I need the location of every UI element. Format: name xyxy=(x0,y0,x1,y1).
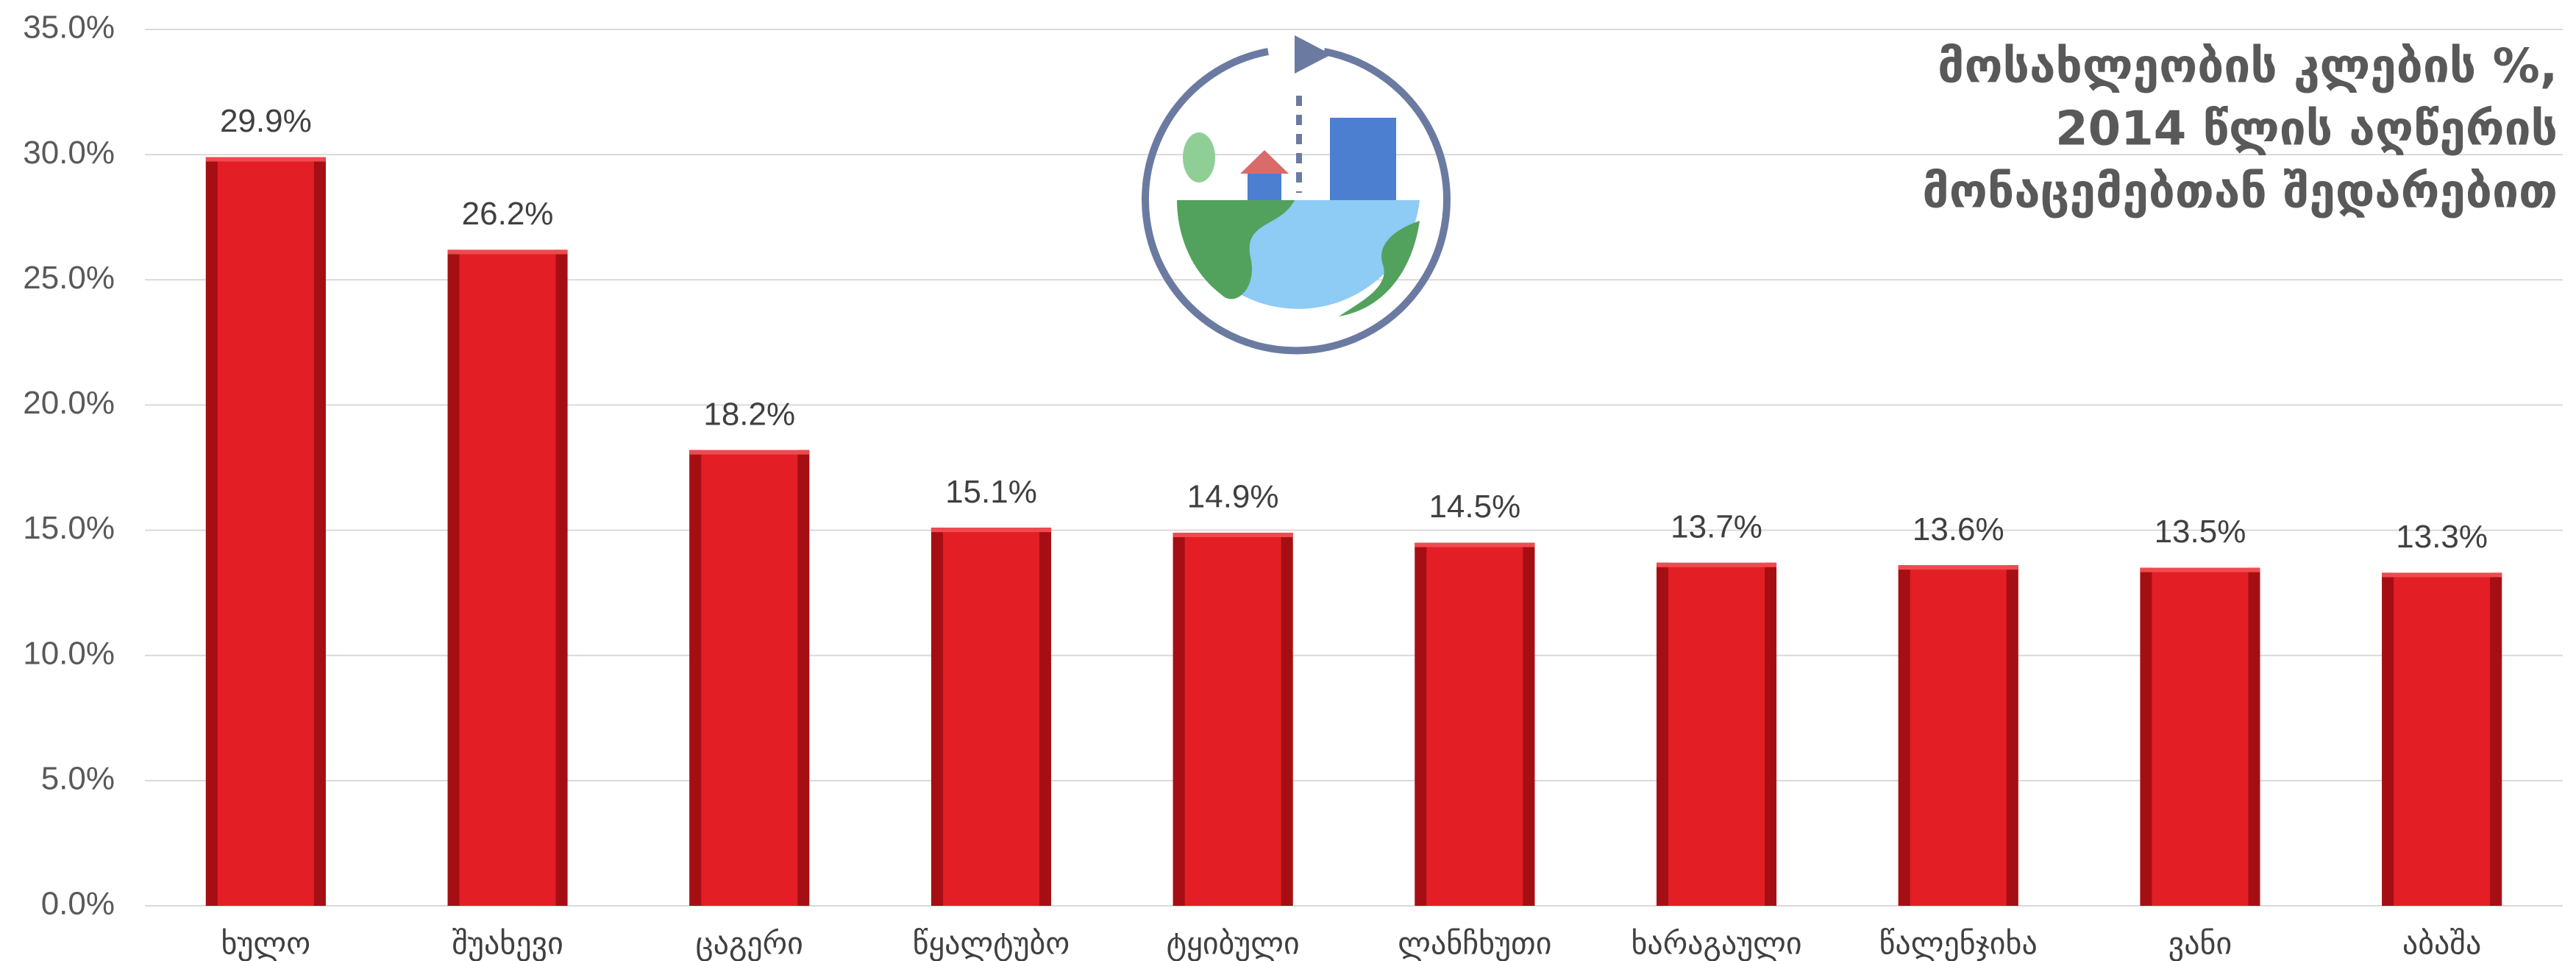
icon-house xyxy=(1248,171,1281,200)
bar xyxy=(1657,562,1777,906)
x-tick-label: ხულო xyxy=(221,926,311,961)
bar xyxy=(2382,572,2502,906)
icon-ring xyxy=(1142,48,1451,355)
bar xyxy=(689,450,810,906)
x-tick-label: წალენჯიხა xyxy=(1879,926,2038,961)
value-label: 13.5% xyxy=(2155,514,2246,550)
y-tick-label: 25.0% xyxy=(23,260,115,296)
x-tick-label: ხარაგაული xyxy=(1631,926,1801,961)
bar xyxy=(931,528,1051,906)
bar-top xyxy=(931,528,1051,533)
icon xyxy=(1142,35,1451,355)
bar xyxy=(1173,532,1293,906)
bar-side xyxy=(205,157,218,906)
bar-side xyxy=(1039,528,1051,906)
y-tick-label: 20.0% xyxy=(23,385,115,421)
x-tick-label: ვანი xyxy=(2168,926,2232,961)
bar xyxy=(205,157,326,906)
bar-side xyxy=(447,249,460,906)
bar-side xyxy=(931,528,943,906)
value-label: 13.3% xyxy=(2396,519,2488,555)
bar-side xyxy=(2140,567,2152,906)
x-tick-label: აბაშა xyxy=(2402,926,2481,961)
bar-side xyxy=(1173,532,1185,906)
chart-title: 2014 წლის აღწერის xyxy=(2055,102,2558,157)
x-tick-label: ლანჩხუთი xyxy=(1398,926,1551,961)
icon-land xyxy=(1339,221,1420,316)
x-tick-label: შუახევი xyxy=(452,926,563,961)
bar-top xyxy=(1898,565,2018,570)
bar-side xyxy=(1657,562,1669,906)
x-tick-label: წყალტუბო xyxy=(913,926,1070,961)
bar-side xyxy=(313,157,326,906)
x-tick-label: ცაგერი xyxy=(696,926,803,961)
y-tick-label: 15.0% xyxy=(23,510,115,546)
bar-side xyxy=(797,450,810,906)
icon-arrow xyxy=(1295,35,1331,74)
y-tick-label: 30.0% xyxy=(23,135,115,171)
bar-side xyxy=(2382,572,2394,906)
bar xyxy=(447,249,568,906)
bar-side xyxy=(689,450,702,906)
bar-side xyxy=(1281,532,1293,906)
value-label: 13.7% xyxy=(1671,508,1762,545)
bar-top xyxy=(1173,532,1293,537)
bar-top xyxy=(205,157,326,162)
icon-roof xyxy=(1240,150,1289,174)
bar-side xyxy=(1898,565,1910,906)
value-label: 26.2% xyxy=(462,196,554,232)
value-label: 13.6% xyxy=(1913,511,2004,547)
y-tick-label: 35.0% xyxy=(23,10,115,46)
bar-side xyxy=(555,249,568,906)
bar-side xyxy=(2490,572,2502,906)
value-label: 18.2% xyxy=(703,396,795,432)
plot: 0.0% 5.0% 10.0% 15.0% 20.0% 25.0% 30.0% 35.0% ხუ… xyxy=(23,10,2563,961)
icon-land xyxy=(1177,200,1295,299)
value-label: 15.1% xyxy=(945,474,1037,510)
icon-building xyxy=(1330,118,1396,200)
bar-top xyxy=(689,450,810,455)
icon-tree xyxy=(1183,132,1215,182)
bar-side xyxy=(2006,565,2018,906)
value-label: 14.9% xyxy=(1187,479,1279,515)
chart-title: მოსახლეობის კლების %, xyxy=(1938,40,2558,94)
bar xyxy=(1415,542,1535,906)
bar-top xyxy=(2382,572,2502,578)
bar-side xyxy=(1765,562,1777,906)
chart-title: მონაცემებთან შედარებით xyxy=(1922,165,2558,219)
bar-side xyxy=(1523,542,1535,906)
bar xyxy=(2140,567,2260,906)
value-label: 14.5% xyxy=(1428,489,1520,525)
y-tick-label: 0.0% xyxy=(41,886,115,922)
bar-top xyxy=(1415,542,1535,547)
bar-top xyxy=(2140,567,2260,572)
bar xyxy=(1898,565,2018,906)
x-tick-label: ტყიბული xyxy=(1167,926,1300,961)
y-tick-label: 5.0% xyxy=(41,760,115,796)
value-label: 29.9% xyxy=(220,103,312,139)
bar-side xyxy=(1415,542,1427,906)
y-tick-label: 10.0% xyxy=(23,635,115,671)
bar-top xyxy=(1657,562,1777,567)
bar-top xyxy=(447,249,568,255)
bar-side xyxy=(2248,567,2260,906)
